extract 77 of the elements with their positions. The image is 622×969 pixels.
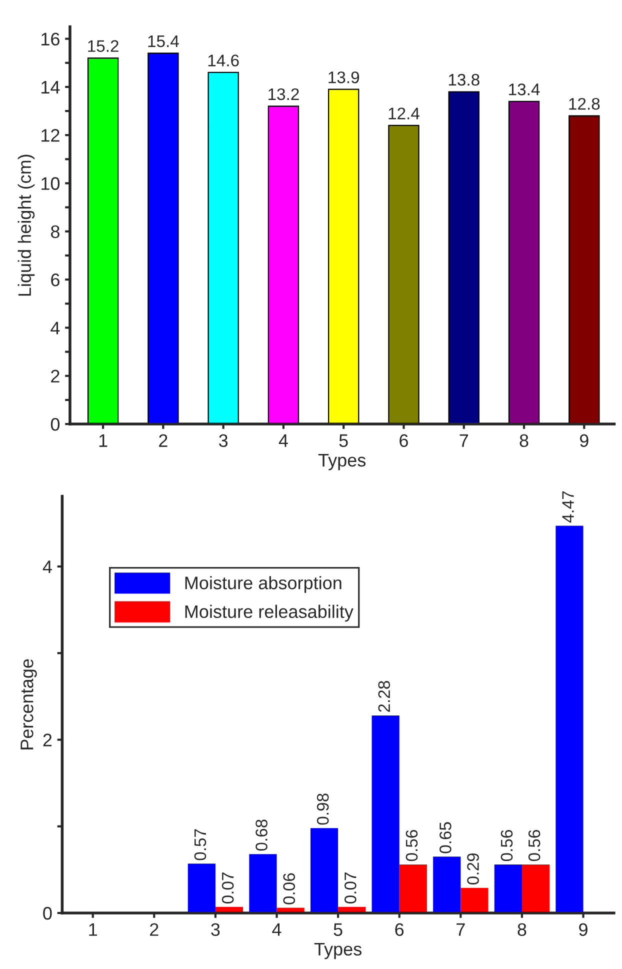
data-label: 0.56: [500, 830, 513, 862]
bar: [433, 856, 461, 913]
bar: [568, 115, 600, 424]
data-label: 0.06: [283, 873, 296, 904]
x-tick-label: 1: [99, 434, 108, 447]
bar: [188, 864, 216, 913]
data-label: 0.56: [406, 830, 418, 862]
data-label: 2.28: [378, 680, 390, 712]
data-label: 0.29: [467, 853, 479, 884]
x-tick-label: 1: [89, 923, 97, 936]
y-axis-title: Liquid height (cm): [18, 154, 35, 296]
y-tick-label: 6: [51, 274, 60, 286]
bar: [208, 72, 239, 424]
x-tick-label: 6: [400, 434, 408, 448]
x-tick-label: 7: [460, 434, 468, 447]
data-label: 13.9: [328, 71, 360, 84]
x-tick-label: 4: [272, 923, 282, 936]
x-tick-label: 2: [150, 923, 158, 936]
data-label: 13.8: [448, 74, 480, 86]
y-tick-label: 0: [50, 418, 60, 431]
data-label: 13.2: [268, 88, 299, 100]
x-tick-label: 5: [339, 434, 348, 448]
y-tick-label: 2: [43, 734, 52, 746]
data-label: 15.2: [88, 40, 118, 52]
y-tick-label: 2: [51, 370, 60, 382]
x-tick-label: 9: [579, 923, 588, 936]
data-label: 12.8: [569, 98, 600, 110]
bar: [448, 91, 480, 424]
legend-label: Moisture releasability: [185, 604, 354, 622]
bar: [399, 864, 427, 913]
x-tick-label: 8: [520, 434, 528, 448]
data-label: 14.6: [208, 54, 239, 66]
y-tick-label: 12: [42, 129, 60, 142]
y-tick-label: 8: [50, 225, 60, 238]
y-tick-label: 10: [42, 177, 60, 190]
x-tick-label: 5: [334, 923, 342, 936]
x-tick-label: 7: [456, 923, 465, 936]
y-tick-label: 14: [42, 81, 60, 94]
data-label: 12.4: [388, 108, 420, 120]
data-label: 0.98: [316, 794, 329, 825]
data-label: 0.68: [256, 820, 268, 851]
x-tick-label: 2: [159, 434, 168, 447]
x-tick-label: 3: [218, 434, 228, 448]
y-tick-label: 4: [50, 322, 60, 334]
bar: [556, 526, 584, 913]
x-tick-label: 6: [395, 923, 404, 936]
bar: [508, 100, 540, 424]
y-tick-label: 4: [42, 560, 52, 574]
bar: [310, 828, 338, 913]
x-tick-label: 3: [211, 923, 220, 936]
y-tick-label: 16: [42, 32, 60, 46]
bar: [268, 106, 300, 424]
bar: [249, 854, 277, 913]
x-tick-label: 9: [580, 434, 588, 448]
data-label: 0.57: [194, 829, 206, 860]
bar: [87, 57, 119, 424]
data-label: 0.07: [222, 872, 234, 904]
bar: [148, 52, 179, 424]
data-label: 0.56: [528, 830, 540, 862]
bar: [460, 888, 488, 913]
x-tick-label: 8: [518, 923, 526, 936]
data-label: 0.07: [344, 872, 356, 904]
bar: [328, 88, 360, 424]
bar: [388, 124, 420, 424]
data-label: 4.47: [562, 491, 574, 523]
bar: [522, 864, 550, 913]
legend-label: Moisture absorption: [185, 576, 342, 593]
bar: [372, 715, 400, 913]
y-axis-title: Percentage: [20, 659, 37, 750]
x-axis-title: Types: [318, 454, 366, 470]
data-label: 13.4: [509, 84, 540, 96]
x-tick-label: 4: [278, 434, 288, 447]
y-tick-label: 0: [43, 906, 52, 920]
data-label: 0.65: [440, 822, 452, 854]
data-label: 15.4: [148, 36, 179, 48]
bar: [494, 864, 522, 913]
x-axis-title: Types: [314, 942, 362, 960]
